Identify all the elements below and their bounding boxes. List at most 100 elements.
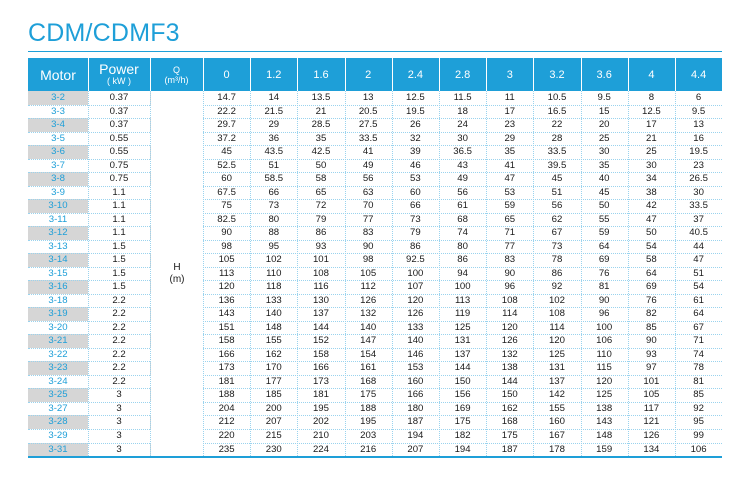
head-value-cell: 22.2 xyxy=(217,105,236,117)
head-value-cell: 95 xyxy=(693,416,704,428)
head-value-cell: 175 xyxy=(360,389,377,401)
header-separator xyxy=(486,58,488,91)
head-value-cell: 34 xyxy=(646,173,657,185)
head-value-cell: 138 xyxy=(596,402,613,414)
head-value-cell: 37 xyxy=(693,213,704,225)
column-divider xyxy=(486,91,488,456)
head-value-cell: 144 xyxy=(312,321,329,333)
head-value-cell: 102 xyxy=(548,294,565,306)
head-value-cell: 16.5 xyxy=(547,105,567,117)
head-value-cell: 132 xyxy=(501,348,518,360)
head-value-cell: 207 xyxy=(407,443,424,455)
header-separator xyxy=(627,58,629,91)
header-separator xyxy=(150,58,151,91)
head-value-cell: 20.5 xyxy=(358,105,378,117)
flow-header-1: 1.2 xyxy=(250,58,297,91)
head-value-cell: 114 xyxy=(502,308,518,320)
head-value-cell: 60 xyxy=(410,186,421,198)
header-separator xyxy=(297,58,299,91)
head-value-cell: 101 xyxy=(312,254,329,266)
head-value-cell: 22 xyxy=(551,119,563,131)
table-header: Motor Power ( kW ) Q (m³/h) 0 1.2 1.6 2 2.4 2… xyxy=(28,58,722,91)
head-value-cell: 126 xyxy=(360,294,377,306)
head-value-cell: 143 xyxy=(596,416,613,428)
motor-model-cell: 3-4 xyxy=(28,118,88,132)
head-value-cell: 181 xyxy=(218,375,235,387)
table-row: 3-14 1.5 105 102 101 98 92.5 86 83 78 69 58 47 xyxy=(28,253,722,267)
head-value-cell: 106 xyxy=(596,335,613,347)
head-value-cell: 107 xyxy=(407,281,424,293)
table-row: 3-31 3 235 230 224 216 207 194 187 178 159 134 106 xyxy=(28,442,722,457)
power-cell: 1.1 xyxy=(88,226,150,240)
head-value-cell: 56 xyxy=(457,186,468,198)
head-value-cell: 66 xyxy=(268,186,280,198)
table-row: 3-22 2.2 166 162 158 154 146 137 132 125 110 93 74 xyxy=(28,347,722,362)
head-value-cell: 46 xyxy=(410,159,421,171)
table-row: 3-18 2.2 136 133 130 126 120 113 108 102 90 76 61 xyxy=(28,293,722,308)
head-value-cell: 58 xyxy=(315,173,327,185)
head-value-cell: 182 xyxy=(454,430,471,441)
head-value-cell: 194 xyxy=(407,430,424,441)
head-value-cell: 83 xyxy=(504,254,516,266)
head-value-cell: 13 xyxy=(362,92,374,103)
power-cell: 0.37 xyxy=(88,118,150,132)
head-value-cell: 35 xyxy=(504,146,516,158)
head-value-cell: 168 xyxy=(360,375,377,387)
motor-model-cell: 3-3 xyxy=(51,105,65,117)
motor-model-cell: 3-11 xyxy=(48,213,68,225)
head-value-cell: 25 xyxy=(646,146,657,158)
header-separator xyxy=(250,58,252,91)
column-divider xyxy=(627,91,629,456)
row-divider xyxy=(28,347,722,349)
motor-model-cell: 3-14 xyxy=(28,253,88,267)
head-value-cell: 36.5 xyxy=(453,146,472,158)
head-value-cell: 100 xyxy=(407,267,424,279)
power-cell: 1.5 xyxy=(88,239,150,254)
flow-header-label: Q xyxy=(172,64,180,75)
head-value-cell: 216 xyxy=(360,443,377,455)
head-value-cell: 114 xyxy=(549,321,565,333)
head-value-cell: 88 xyxy=(268,227,280,239)
table-row: 3-7 0.75 52.5 51 50 49 46 43 41 39.5 35 30 23 xyxy=(28,158,722,173)
head-value-cell: 51 xyxy=(268,159,280,171)
motor-model-cell: 3-20 xyxy=(48,321,68,333)
head-value-cell: 175 xyxy=(501,430,518,441)
flow-header-value: 3.6 xyxy=(596,68,612,81)
head-value-cell: 144 xyxy=(454,362,471,374)
head-value-cell: 29.7 xyxy=(217,119,236,131)
head-value-cell: 71 xyxy=(693,335,704,347)
head-value-cell: 137 xyxy=(454,348,471,360)
head-axis-label: H (m) xyxy=(151,91,203,457)
power-cell: 1.5 xyxy=(88,253,150,267)
head-value-cell: 9.5 xyxy=(597,92,611,103)
table-bottom-rule xyxy=(28,456,722,458)
motor-model-cell: 3-21 xyxy=(28,334,88,348)
head-value-cell: 11.5 xyxy=(453,92,472,103)
column-divider xyxy=(297,91,299,456)
head-value-cell: 138 xyxy=(501,362,518,374)
head-value-cell: 202 xyxy=(312,416,329,428)
head-value-cell: 131 xyxy=(548,362,565,374)
head-value-cell: 50 xyxy=(315,159,327,171)
head-value-cell: 14 xyxy=(268,92,280,103)
power-cell: 2.2 xyxy=(88,361,150,375)
head-value-cell: 215 xyxy=(265,430,282,441)
head-value-cell: 187 xyxy=(407,416,424,428)
head-value-cell: 45 xyxy=(598,186,610,198)
head-value-cell: 39 xyxy=(410,146,421,158)
head-value-cell: 42.5 xyxy=(311,146,331,158)
head-label: H xyxy=(173,261,181,273)
head-value-cell: 125 xyxy=(596,389,613,401)
table-row: 3-24 2.2 181 177 173 168 160 150 144 137 120 101 81 xyxy=(28,374,722,389)
head-value-cell: 27.5 xyxy=(358,119,378,131)
head-value-cell: 133 xyxy=(265,294,282,306)
head-value-cell: 60 xyxy=(221,173,232,185)
head-value-cell: 100 xyxy=(454,281,471,293)
power-cell: 2.2 xyxy=(88,307,150,321)
head-value-cell: 173 xyxy=(218,362,235,374)
head-value-cell: 158 xyxy=(312,348,329,360)
head-value-cell: 137 xyxy=(548,375,565,387)
motor-model-cell: 3-6 xyxy=(28,145,88,159)
head-value-cell: 33.5 xyxy=(689,200,708,212)
head-value-cell: 105 xyxy=(360,267,377,279)
